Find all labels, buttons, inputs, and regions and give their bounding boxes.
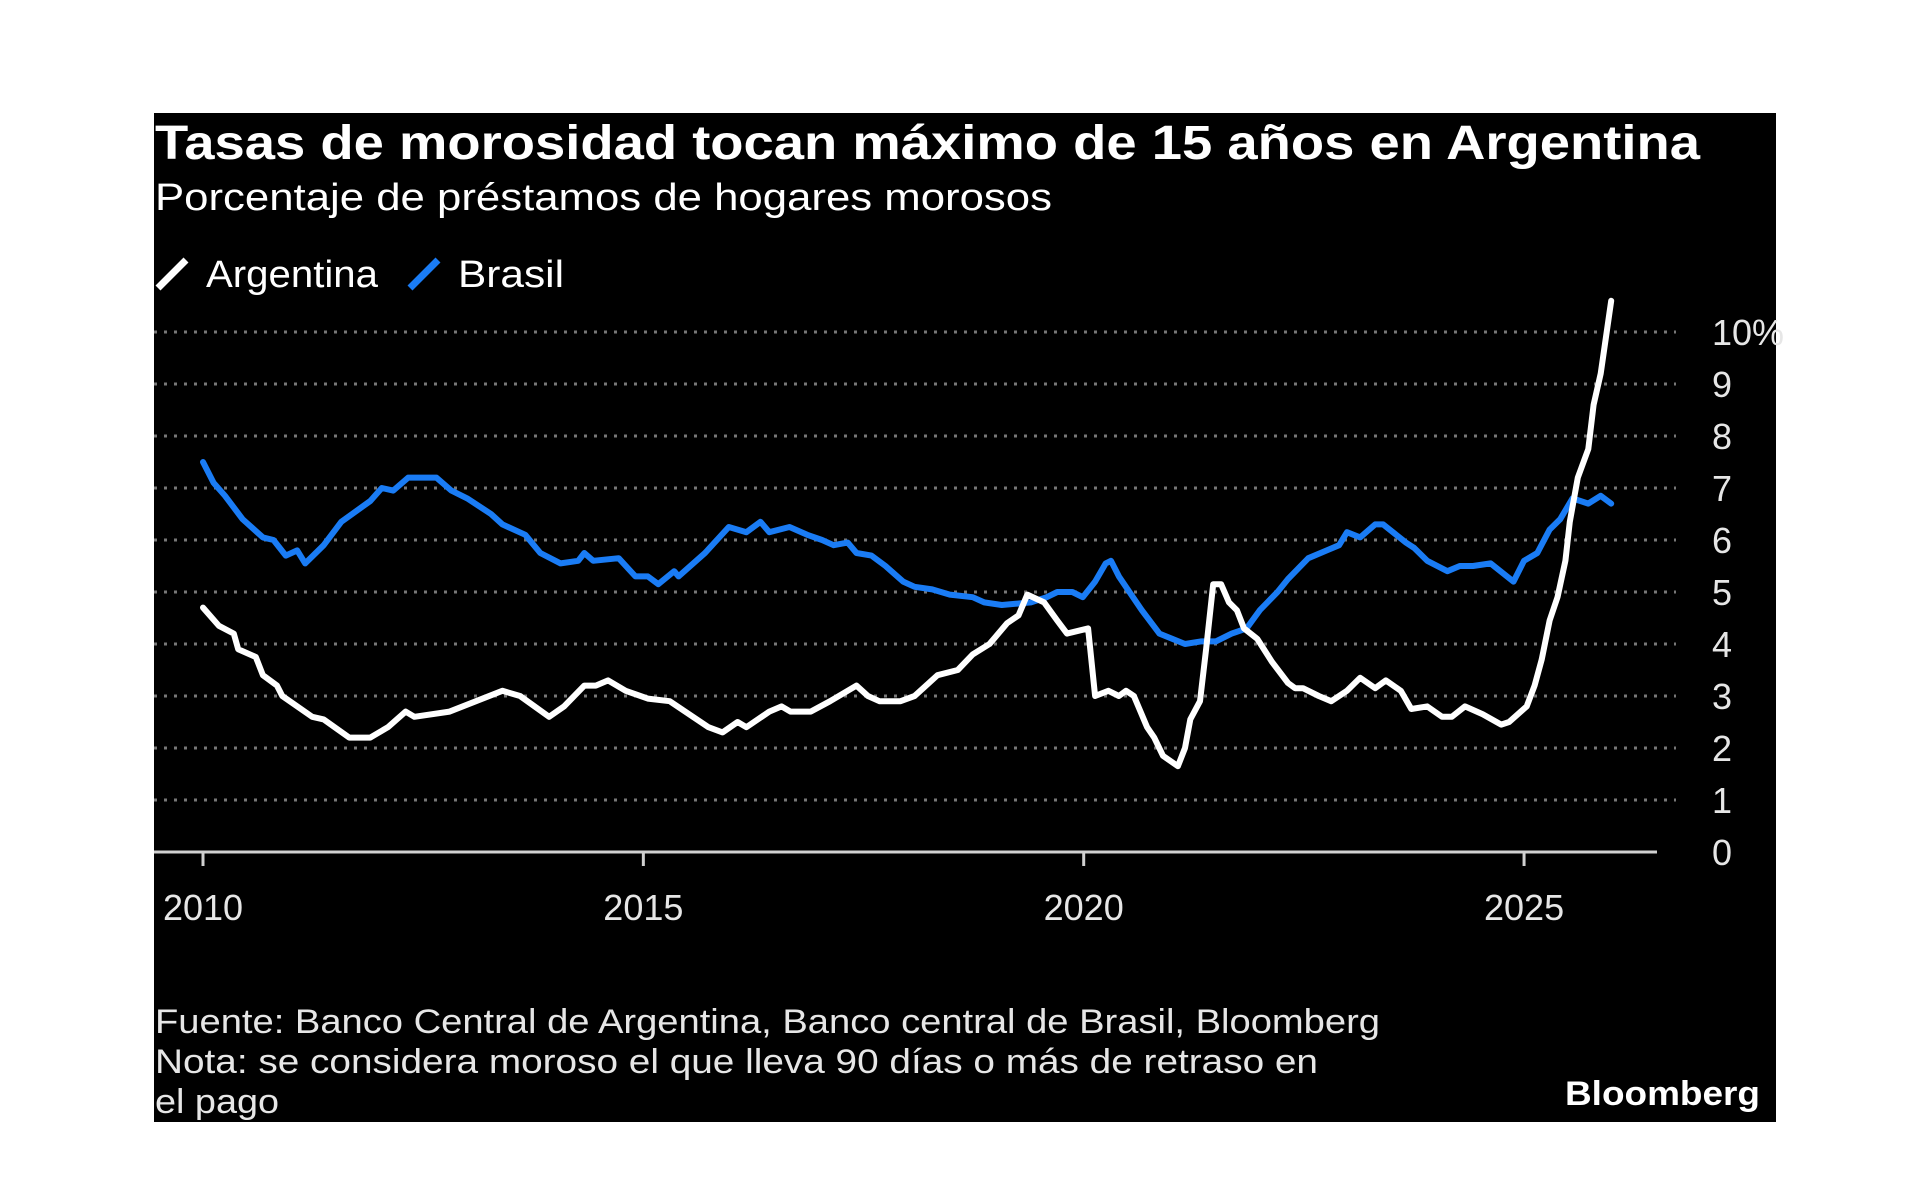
source-note: Fuente: Banco Central de Argentina, Banc…: [155, 1003, 1380, 1041]
legend-label-argentina: Argentina: [206, 254, 379, 296]
legend-swatch-brasil: [407, 257, 441, 291]
chart-subtitle: Porcentaje de préstamos de hogares moros…: [155, 177, 1052, 219]
x-tick-label: 2020: [1044, 887, 1124, 928]
legend: Argentina Brasil: [155, 254, 564, 296]
series-lines: [200, 297, 1615, 770]
y-tick-label: 2: [1712, 728, 1732, 769]
note-line-2: el pago: [155, 1083, 279, 1121]
y-tick-label: 9: [1712, 364, 1732, 405]
y-tick-label: 6: [1712, 520, 1732, 561]
y-tick-label: 3: [1712, 676, 1732, 717]
y-tick-label: 7: [1712, 468, 1732, 509]
y-tick-label: 4: [1712, 624, 1732, 665]
x-tick-label: 2010: [163, 887, 243, 928]
chart-title: Tasas de morosidad tocan máximo de 15 añ…: [155, 117, 1700, 170]
y-tick-label: 8: [1712, 416, 1732, 457]
chart-panel: [154, 113, 1776, 1122]
legend-label-brasil: Brasil: [458, 254, 564, 296]
y-axis: 0 1 2 3 4 5 6 7 8 9 10%: [1712, 312, 1784, 873]
x-tick-label: 2025: [1484, 887, 1564, 928]
x-tick-label: 2015: [603, 887, 683, 928]
y-tick-label: 1: [1712, 780, 1732, 821]
legend-swatch-argentina: [155, 257, 189, 291]
series-line-brasil: [200, 459, 1615, 647]
y-tick-label: 10%: [1712, 312, 1784, 353]
x-axis: 2010 2015 2020 2025: [154, 850, 1657, 928]
y-tick-label: 0: [1712, 832, 1732, 873]
series-line-argentina: [200, 297, 1615, 770]
bloomberg-logo: Bloomberg: [1565, 1075, 1760, 1113]
y-tick-label: 5: [1712, 572, 1732, 613]
note-line-1: Nota: se considera moroso el que lleva 9…: [155, 1043, 1318, 1081]
